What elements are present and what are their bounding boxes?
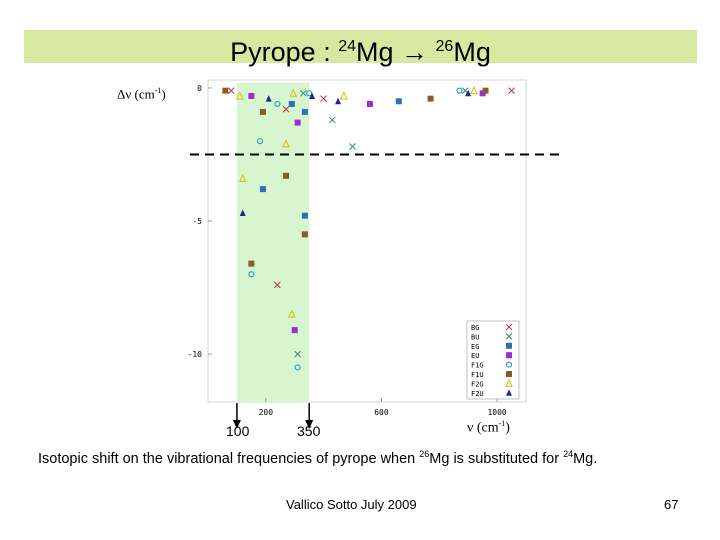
legend-label: F2U bbox=[471, 390, 484, 398]
data-point-eu bbox=[294, 119, 301, 126]
data-point-f2g bbox=[236, 91, 244, 100]
element-mg-1: Mg bbox=[356, 37, 394, 67]
data-point-f2g bbox=[238, 173, 247, 182]
arrow-label-100: 100 bbox=[226, 423, 250, 439]
data-point-eg bbox=[288, 100, 295, 107]
data-point-f2u bbox=[265, 95, 272, 102]
data-point-f2u bbox=[309, 92, 316, 99]
data-point-f2u bbox=[335, 97, 342, 105]
legend-label: BU bbox=[471, 333, 479, 341]
legend-marker bbox=[506, 352, 512, 359]
data-point-f2g bbox=[470, 85, 478, 95]
data-point-f1g bbox=[306, 90, 313, 97]
data-point-f1g bbox=[274, 100, 281, 108]
data-point-eu bbox=[291, 327, 298, 334]
data-point-eg bbox=[395, 98, 402, 105]
data-point-f2u bbox=[239, 209, 246, 217]
data-point-f2g bbox=[282, 139, 290, 148]
legend-label: F2G bbox=[471, 380, 484, 388]
data-point-f1u bbox=[482, 87, 489, 94]
data-point-bg bbox=[274, 281, 281, 289]
data-point-eg bbox=[301, 212, 308, 219]
legend-label: EU bbox=[471, 352, 479, 360]
data-point-bg bbox=[282, 105, 290, 113]
legend-marker bbox=[506, 342, 512, 349]
legend-marker bbox=[505, 333, 513, 340]
arrow-label-350: 350 bbox=[297, 423, 321, 439]
data-point-f1u bbox=[427, 95, 434, 102]
data-point-bg bbox=[508, 87, 515, 94]
x-tick-label: 600 bbox=[374, 408, 389, 417]
data-point-f1u bbox=[222, 87, 229, 94]
data-point-eg bbox=[301, 108, 308, 115]
y-tick-label: 0 bbox=[197, 84, 202, 93]
data-point-f1g bbox=[294, 364, 301, 371]
data-point-bg bbox=[320, 95, 327, 102]
data-point-f1u bbox=[283, 172, 290, 179]
data-point-f1u bbox=[301, 231, 308, 238]
data-point-eg bbox=[259, 186, 266, 193]
legend-marker bbox=[505, 323, 513, 331]
data-point-bu bbox=[349, 143, 356, 150]
data-point-f1g bbox=[256, 138, 264, 145]
range-arrow-head bbox=[232, 420, 241, 429]
legend-marker bbox=[506, 371, 512, 377]
y-tick-label: -10 bbox=[188, 350, 203, 359]
legend-label: F1G bbox=[471, 362, 484, 370]
legend-label: F1U bbox=[471, 371, 484, 379]
slide-title: Pyrope : 24Mg → 26Mg bbox=[24, 31, 697, 68]
data-point-f2g bbox=[289, 88, 298, 97]
data-point-eu bbox=[248, 92, 255, 99]
data-point-f1g bbox=[248, 271, 255, 278]
data-point-bu bbox=[300, 89, 307, 97]
element-mg-2: Mg bbox=[453, 37, 491, 67]
legend-marker bbox=[505, 361, 513, 368]
legend-label: EG bbox=[471, 343, 479, 351]
data-point-f1u bbox=[259, 108, 266, 115]
y-axis-label: Δν (cm-1) bbox=[117, 86, 166, 102]
data-point-bg bbox=[227, 87, 235, 94]
data-point-f2g bbox=[288, 309, 296, 318]
page-number: 67 bbox=[664, 497, 679, 512]
data-point-f1g bbox=[456, 87, 463, 94]
arrow-symbol: → bbox=[393, 37, 436, 67]
data-point-bu bbox=[294, 350, 301, 358]
data-point-f1u bbox=[248, 260, 255, 267]
y-tick-label: -5 bbox=[192, 217, 202, 226]
figure-caption: Isotopic shift on the vibrational freque… bbox=[38, 449, 598, 467]
data-point-f2u bbox=[465, 89, 472, 97]
legend-label: BG bbox=[471, 324, 479, 332]
highlight-band bbox=[236, 82, 310, 402]
isotope-mass-26: 26 bbox=[435, 38, 454, 55]
x-tick-label: 1000 bbox=[487, 408, 506, 417]
range-arrow-head bbox=[305, 420, 314, 429]
isotope-mass-24: 24 bbox=[338, 38, 356, 55]
legend-marker bbox=[506, 389, 512, 396]
legend-marker bbox=[505, 378, 513, 387]
title-band: Pyrope : 24Mg → 26Mg bbox=[24, 30, 697, 67]
x-axis-label: ν (cm-1) bbox=[467, 419, 510, 436]
data-point-eu bbox=[366, 100, 373, 107]
footer-text: Vallico Sotto July 2009 bbox=[286, 497, 417, 512]
data-point-f2g bbox=[340, 91, 348, 100]
title-prefix: Pyrope : bbox=[230, 37, 339, 67]
x-tick-label: 200 bbox=[259, 408, 274, 417]
data-point-bu bbox=[328, 116, 336, 124]
